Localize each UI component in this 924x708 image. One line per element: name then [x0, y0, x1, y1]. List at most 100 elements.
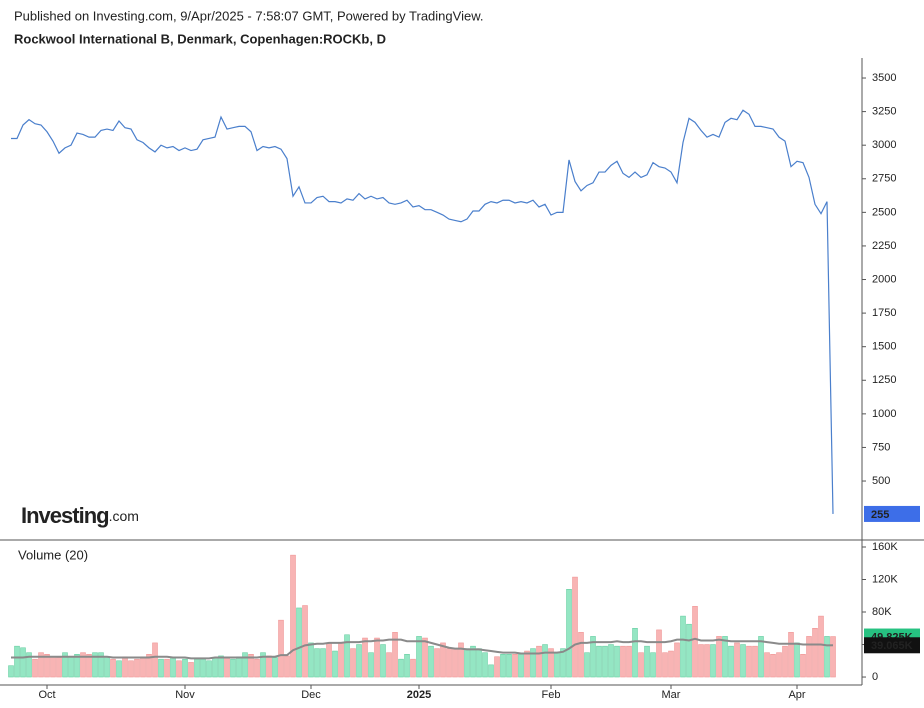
pane-title: Volume (20)	[18, 547, 88, 562]
volume-bar	[140, 656, 146, 678]
volume-bar	[314, 648, 320, 678]
volume-bar	[416, 636, 422, 678]
volume-bar	[398, 658, 404, 678]
volume-bar	[584, 652, 590, 678]
volume-bar	[596, 645, 602, 678]
volume-bar	[170, 657, 176, 678]
volume-bar	[680, 615, 686, 678]
volume-bar	[758, 636, 764, 678]
volume-bar	[182, 658, 188, 678]
y-tick-label: 120K	[872, 573, 898, 585]
volume-bar	[620, 645, 626, 678]
volume-bar	[224, 657, 230, 678]
y-tick-label: 1250	[872, 374, 896, 386]
volume-bar	[290, 554, 296, 678]
volume-bar	[590, 636, 596, 678]
volume-bar	[104, 656, 110, 678]
volume-bar	[608, 644, 614, 678]
volume-bar	[698, 644, 704, 678]
volume-bar	[704, 644, 710, 678]
volume-bar	[794, 642, 800, 678]
volume-bar	[458, 642, 464, 678]
y-tick-label: 0	[872, 671, 878, 683]
volume-bar	[320, 648, 326, 678]
logo-suffix: .com	[109, 508, 139, 524]
volume-bar	[740, 644, 746, 678]
volume-bar	[506, 654, 512, 678]
volume-bar	[20, 647, 26, 678]
volume-bar	[200, 658, 206, 678]
volume-bar	[452, 648, 458, 678]
volume-bar	[188, 662, 194, 678]
volume-bar	[92, 652, 98, 678]
y-tick-label: 2250	[872, 240, 896, 252]
volume-bar	[818, 615, 824, 678]
volume-bar	[800, 654, 806, 678]
x-tick-label: 2025	[407, 689, 431, 701]
volume-bar	[650, 652, 656, 678]
volume-bar	[50, 656, 56, 678]
y-tick-label: 80K	[872, 606, 892, 618]
x-tick-label: Dec	[301, 689, 321, 701]
ma-line	[11, 637, 834, 660]
volume-bar	[434, 648, 440, 678]
volume-bar	[428, 645, 434, 678]
volume-bar	[350, 648, 356, 678]
volume-bar	[560, 648, 566, 678]
y-tick-label: 1500	[872, 341, 896, 353]
volume-bar	[626, 645, 632, 678]
volume-bar	[668, 650, 674, 678]
volume-bar	[368, 652, 374, 678]
volume-bar	[464, 648, 470, 678]
volume-bar	[242, 652, 248, 678]
logo-brand: Investing	[21, 503, 109, 528]
volume-bar	[518, 654, 524, 678]
volume-bar	[674, 642, 680, 678]
volume-bar	[710, 644, 716, 678]
volume-bar	[572, 576, 578, 678]
x-tick-label: Nov	[175, 689, 195, 701]
volume-bar	[284, 655, 290, 678]
x-tick-label: Apr	[788, 689, 805, 701]
volume-bar	[344, 634, 350, 678]
volume-bar	[812, 628, 818, 678]
volume-bar	[806, 636, 812, 678]
volume-bar	[542, 644, 548, 678]
volume-bar	[86, 654, 92, 678]
last-value-tag	[864, 637, 920, 654]
volume-bar	[632, 628, 638, 678]
volume-bar	[404, 654, 410, 678]
volume-bar	[134, 658, 140, 678]
volume-bar	[722, 636, 728, 678]
volume-bar	[548, 648, 554, 678]
volume-bar	[644, 645, 650, 678]
volume-bar	[476, 648, 482, 678]
x-tick-label: Oct	[38, 689, 55, 701]
volume-bar	[44, 654, 50, 678]
volume-bar	[302, 605, 308, 678]
volume-bar	[662, 652, 668, 678]
volume-bar	[374, 637, 380, 678]
volume-bar	[122, 656, 128, 678]
price-line	[11, 109, 834, 514]
volume-bar	[392, 632, 398, 678]
volume-bar	[770, 654, 776, 678]
volume-bar	[26, 652, 32, 678]
volume-bar	[500, 654, 506, 678]
volume-bar	[146, 654, 152, 678]
volume-bar	[734, 642, 740, 678]
volume-bar	[254, 658, 260, 678]
volume-bar	[128, 660, 134, 678]
volume-bar	[764, 652, 770, 678]
volume-bar	[8, 665, 14, 678]
y-tick-label: 2000	[872, 273, 896, 285]
volume-bar	[728, 645, 734, 678]
volume-bar	[236, 656, 242, 678]
volume-bar	[68, 656, 74, 678]
volume-bar	[440, 642, 446, 678]
volume-bar	[56, 657, 62, 678]
volume-bar	[218, 655, 224, 678]
volume-bar	[248, 654, 254, 678]
volume-bar	[482, 652, 488, 678]
